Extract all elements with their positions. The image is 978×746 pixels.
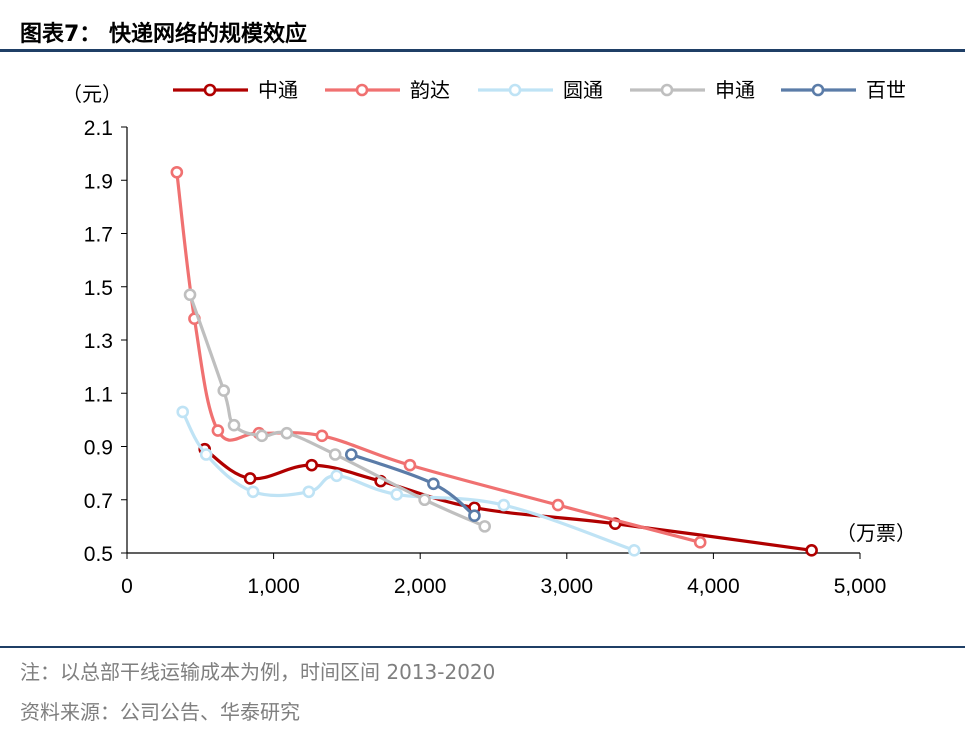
legend-swatch-marker	[508, 83, 522, 97]
data-point	[390, 488, 404, 501]
x-tick-label: 4,000	[687, 575, 740, 598]
legend-item: 申通	[630, 78, 755, 102]
data-point	[551, 498, 565, 512]
legend-label: 韵达	[410, 78, 450, 102]
legend-swatch-marker	[203, 83, 217, 97]
legend-label: 百世	[866, 78, 906, 102]
y-tick-label: 2.1	[84, 117, 113, 140]
data-point	[280, 426, 294, 440]
figure-title: 图表7： 快递网络的规模效应	[20, 22, 307, 47]
data-point	[468, 509, 481, 523]
x-tick-label: 2,000	[394, 575, 447, 598]
data-point	[693, 536, 707, 549]
data-point	[344, 448, 358, 461]
data-point	[199, 448, 213, 461]
data-point	[627, 544, 641, 557]
legend-swatch-marker	[660, 83, 674, 97]
data-point	[176, 405, 190, 419]
data-point	[302, 485, 316, 499]
data-point	[227, 418, 241, 432]
y-tick-label: 1.1	[84, 383, 113, 406]
y-tick-label: 0.5	[84, 543, 113, 566]
series-1	[198, 442, 818, 557]
legend-item: 中通	[173, 78, 298, 102]
series-4	[183, 288, 492, 533]
x-tick-label: 1,000	[247, 575, 300, 598]
bottom-rule	[0, 646, 965, 648]
x-axis-unit-label: （万票）	[836, 521, 916, 545]
data-point	[478, 520, 492, 533]
x-tick-label: 3,000	[541, 575, 594, 598]
data-point	[305, 458, 319, 472]
y-tick-label: 1.5	[84, 277, 113, 300]
series-5	[344, 448, 481, 523]
data-point	[497, 498, 511, 512]
legend: 中通 韵达 圆通 申通 百世	[173, 78, 906, 102]
top-rule	[0, 49, 965, 52]
y-axis-unit-label: （元）	[62, 82, 122, 106]
legend-swatch-marker	[811, 83, 825, 97]
legend-label: 中通	[258, 78, 298, 102]
data-point	[328, 448, 342, 461]
data-point	[246, 485, 260, 499]
series-3	[176, 405, 641, 557]
data-point	[805, 544, 818, 557]
y-tick-label: 1.3	[84, 330, 113, 353]
data-point	[217, 384, 231, 397]
series-line	[203, 447, 812, 552]
series-line	[188, 294, 486, 528]
legend-item: 圆通	[478, 78, 603, 102]
legend-swatch-marker	[355, 83, 369, 97]
legend-item: 百世	[781, 78, 906, 102]
data-point	[403, 458, 417, 472]
y-tick-label: 0.9	[84, 437, 113, 460]
axes: 0.5 0.7 0.9 1.1 1.3 1.5 1.7 1.9 2.1 0 1,000 2,000 3,…	[84, 117, 886, 598]
data-point	[243, 472, 257, 485]
legend-label: 申通	[715, 78, 755, 102]
data-point	[170, 165, 184, 179]
legend-item: 韵达	[325, 78, 450, 102]
legend-label: 圆通	[563, 78, 603, 102]
x-tick-label: 0	[121, 575, 133, 598]
data-point	[211, 424, 225, 437]
source-note: 资料来源：公司公告、华泰研究	[20, 700, 300, 724]
y-tick-label: 1.7	[84, 224, 113, 247]
data-point	[418, 493, 431, 507]
data-point	[427, 477, 440, 491]
data-point	[255, 429, 269, 443]
data-point	[315, 429, 329, 443]
y-tick-label: 1.9	[84, 170, 113, 193]
series-layer	[170, 165, 818, 557]
x-tick-label: 5,000	[834, 575, 887, 598]
y-tick-label: 0.7	[84, 490, 113, 513]
data-point	[330, 469, 343, 483]
data-point	[183, 288, 197, 302]
footnote: 注：以总部干线运输成本为例，时间区间 2013-2020	[20, 660, 496, 684]
